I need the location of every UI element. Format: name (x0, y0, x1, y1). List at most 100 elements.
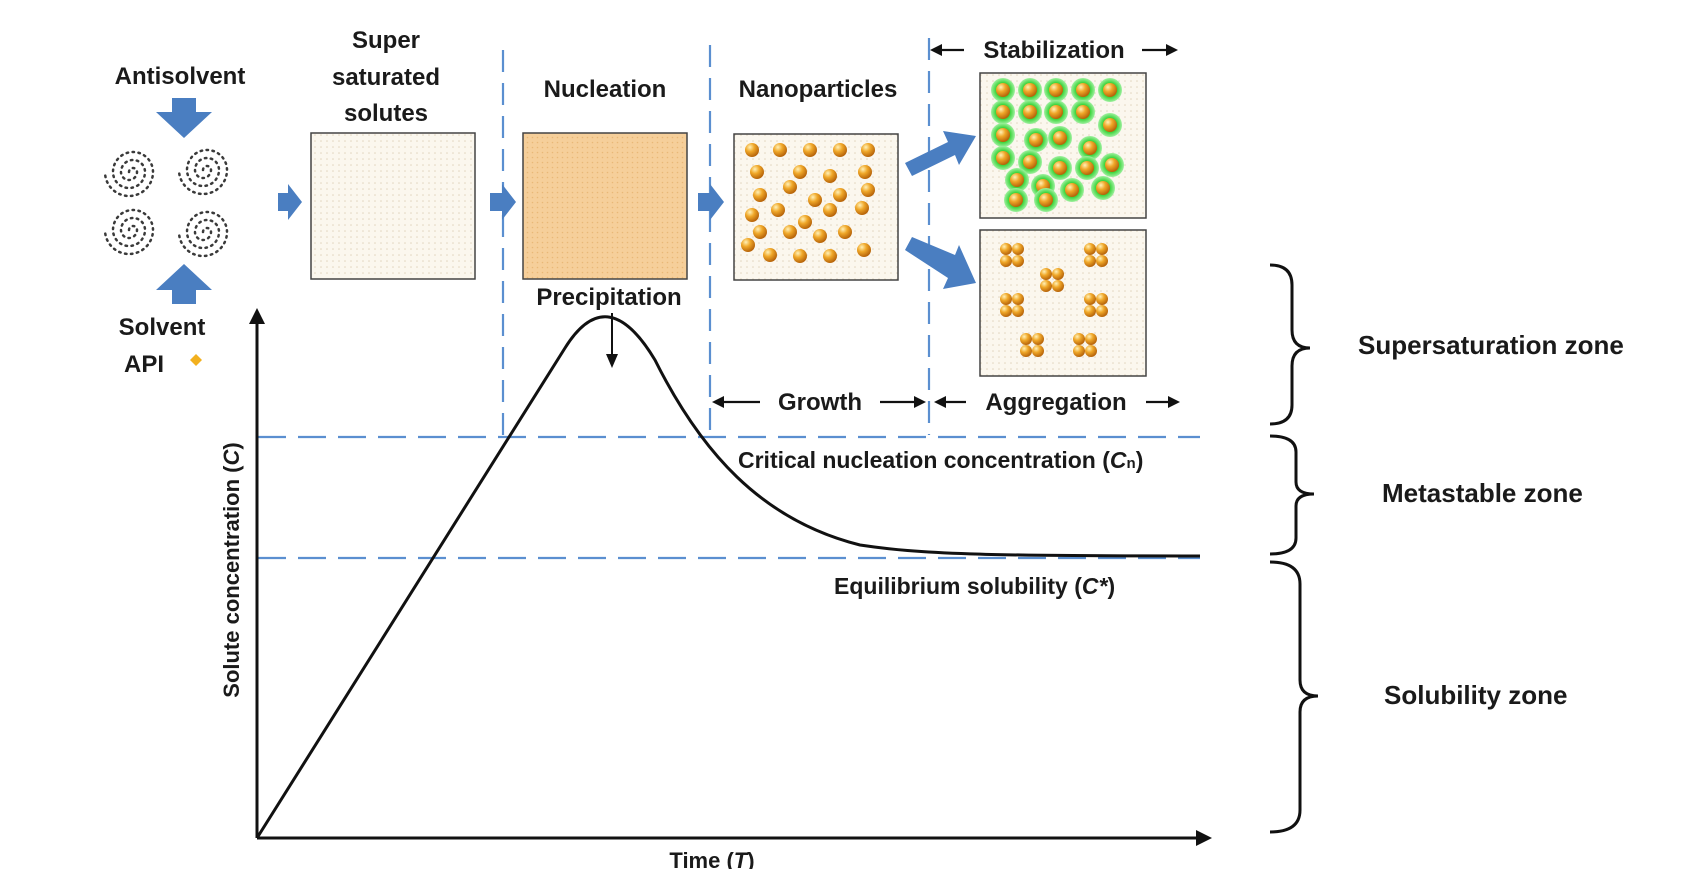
aggregated-clusters (1000, 243, 1108, 357)
nanoparticle (861, 183, 875, 197)
nanoparticle (1012, 243, 1024, 255)
nanoparticle (1049, 105, 1063, 119)
nucleation-label: Nucleation (544, 76, 667, 103)
nanoparticle (763, 248, 777, 262)
nanoparticle (823, 203, 837, 217)
nanoparticle (1073, 333, 1085, 345)
precipitation-arrowhead (606, 354, 618, 368)
solvent-arrow (156, 264, 212, 304)
nanoparticle (855, 201, 869, 215)
nanoparticle (996, 128, 1010, 142)
arrow-to-aggregated (905, 237, 976, 289)
nanoparticle (857, 243, 871, 257)
nanoparticle (773, 143, 787, 157)
nanoparticle (1052, 268, 1064, 280)
range-arrows (712, 44, 1180, 408)
nanoparticle (1084, 243, 1096, 255)
nanoparticle (745, 143, 759, 157)
phase-separators (501, 38, 931, 435)
nanoparticle (1085, 345, 1097, 357)
equilibrium-solubility-label: Equilibrium solubility (C*) (834, 573, 1115, 599)
nanoparticle (1000, 243, 1012, 255)
nanoparticle (1052, 280, 1064, 292)
nanoparticle (1039, 193, 1053, 207)
stabilization-label: Stabilization (983, 37, 1124, 64)
nanoparticle (1073, 345, 1085, 357)
nanoparticle (1103, 118, 1117, 132)
nanoparticle (1083, 141, 1097, 155)
nanoparticle (1053, 161, 1067, 175)
super-label-line2: saturated (332, 64, 440, 91)
nanoparticle (861, 143, 875, 157)
nanoparticle (1096, 255, 1108, 267)
nanoparticle (1084, 305, 1096, 317)
arrow-to-stabilized (905, 131, 976, 176)
nanoparticle (1076, 83, 1090, 97)
nanoparticle (858, 165, 872, 179)
nanoparticle (1096, 305, 1108, 317)
x-axis-arrowhead (1196, 830, 1212, 846)
nanoparticle-dots (741, 143, 875, 263)
arrow-to-supersaturated (278, 184, 302, 220)
nanoparticle (808, 193, 822, 207)
nanoparticle (798, 215, 812, 229)
nanoparticle (1040, 280, 1052, 292)
nanoparticle (1023, 105, 1037, 119)
nanoparticle (813, 229, 827, 243)
nanoparticle (833, 188, 847, 202)
critical-nucleation-label: Critical nucleation concentration (Cn) (738, 447, 1143, 473)
zone-braces (1269, 263, 1319, 834)
arrow-to-nanoparticles (698, 184, 724, 220)
precipitation-pointer (606, 313, 618, 368)
api-marker-icon (190, 354, 202, 366)
nanoparticle (1084, 293, 1096, 305)
supersaturation-brace (1269, 263, 1311, 426)
nanoparticle (803, 143, 817, 157)
arrow-to-nucleation (490, 184, 516, 220)
nanoparticle (1012, 293, 1024, 305)
nanoparticle (1096, 181, 1110, 195)
nanoparticle (838, 225, 852, 239)
nanoparticle (771, 203, 785, 217)
nanoparticle (1023, 83, 1037, 97)
nanoparticle (996, 83, 1010, 97)
nanoparticle (1023, 155, 1037, 169)
nanoparticle (1032, 333, 1044, 345)
nanoparticle (793, 249, 807, 263)
supersaturated-box (310, 132, 476, 280)
growth-label: Growth (778, 389, 862, 416)
nanoparticle (1085, 333, 1097, 345)
api-label: API (124, 351, 164, 378)
nanoparticle (1010, 173, 1024, 187)
solubility-zone-label: Solubility zone (1384, 680, 1567, 710)
nanoparticle (833, 143, 847, 157)
nanoparticle (1105, 158, 1119, 172)
nanoparticles-label: Nanoparticles (739, 76, 898, 103)
nanoparticle (823, 169, 837, 183)
nanoparticle (1029, 133, 1043, 147)
nanoparticle (753, 225, 767, 239)
antisolvent-arrow (156, 98, 212, 138)
concentration-curve (255, 315, 1201, 839)
nanoparticle (1080, 161, 1094, 175)
nanoparticle (1096, 293, 1108, 305)
nanoparticle (996, 151, 1010, 165)
metastable-zone-label: Metastable zone (1382, 478, 1583, 508)
nanoparticle (823, 249, 837, 263)
y-axis-label: Solute concentration (C) (219, 442, 244, 697)
nanoparticle (1000, 255, 1012, 267)
solubility-brace (1269, 560, 1319, 834)
nanoparticle (1012, 305, 1024, 317)
nanoparticle (1020, 333, 1032, 345)
nanoparticle (996, 105, 1010, 119)
nanoparticle (1020, 345, 1032, 357)
aggregation-label: Aggregation (985, 389, 1126, 416)
nanoparticle (1076, 105, 1090, 119)
nanoparticle (1012, 255, 1024, 267)
y-axis-arrowhead (249, 308, 265, 324)
solvent-label: Solvent (119, 314, 206, 341)
nucleation-box (522, 132, 688, 280)
antisolvent-label: Antisolvent (115, 63, 246, 90)
metastable-brace (1269, 434, 1315, 556)
